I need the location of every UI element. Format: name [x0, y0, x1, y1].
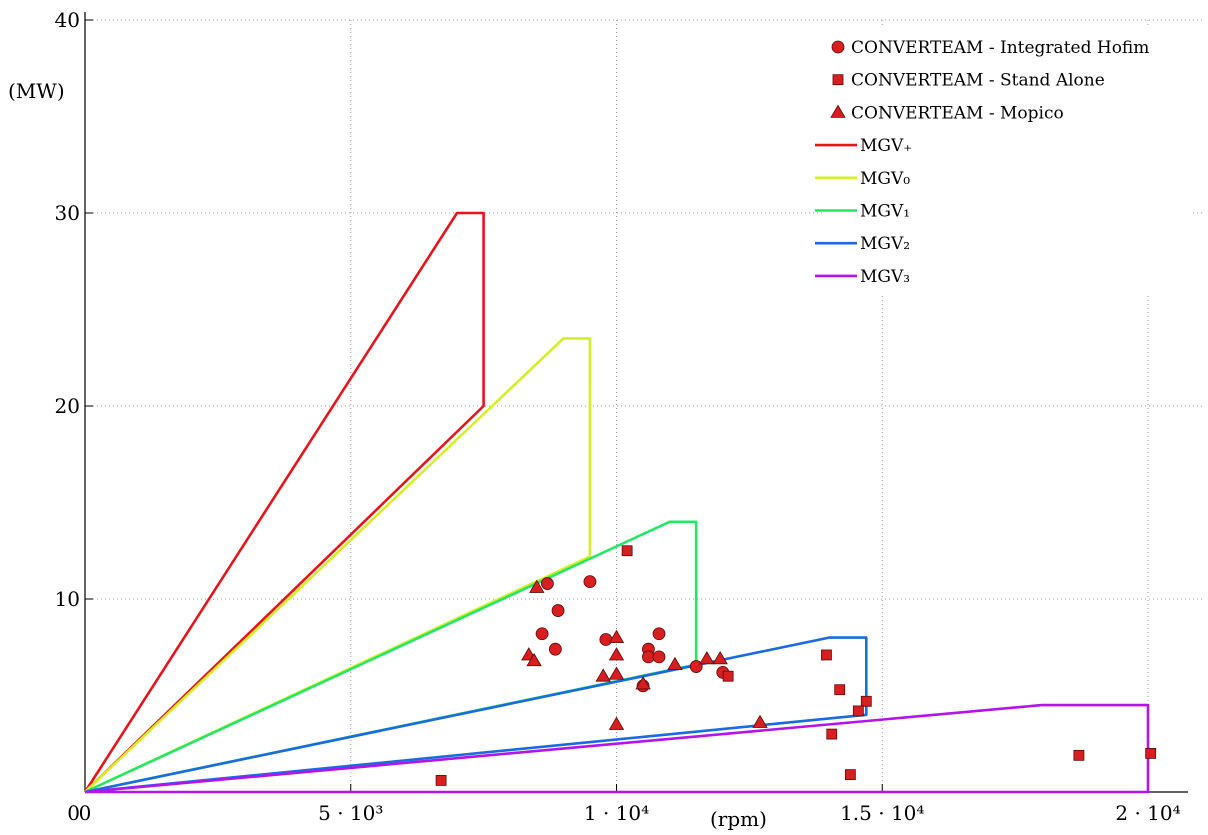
- square-marker: [621, 545, 633, 557]
- y-tick-label: 20: [55, 394, 80, 418]
- triangle-marker: [608, 666, 625, 680]
- triangle-marker: [608, 716, 625, 730]
- triangle-marker: [667, 656, 683, 671]
- series-line-2: [84, 520, 698, 794]
- legend: CONVERTEAM - Integrated Hofim CONVERTEAM …: [815, 38, 1149, 287]
- legend-item: MGV₊: [815, 136, 912, 156]
- series-points: [435, 545, 1157, 786]
- triangle-marker: [635, 676, 651, 690]
- square-marker: [435, 775, 447, 786]
- x-tick-label: 1 · 10⁴: [584, 801, 649, 825]
- x-tick-label: 2 · 10⁴: [1115, 801, 1180, 825]
- y-axis-label: (MW): [8, 79, 65, 103]
- square-marker: [722, 670, 734, 682]
- triangle-marker: [608, 629, 625, 643]
- x-axis-label: (rpm): [710, 807, 767, 831]
- origin-tick-label: 0: [67, 801, 80, 825]
- series-line-1: [84, 337, 592, 794]
- circle-marker: [652, 650, 666, 664]
- circle-marker: [689, 660, 703, 673]
- legend-triangle-icon: [830, 104, 846, 118]
- series-lines: [83, 211, 1150, 794]
- legend-item: MGV₁: [815, 202, 910, 222]
- y-tick-label: 10: [55, 587, 80, 611]
- circle-marker: [551, 604, 565, 617]
- legend-label: MGV₁: [860, 202, 910, 222]
- triangle-marker: [529, 579, 545, 593]
- legend-label: CONVERTEAM - Integrated Hofim: [851, 38, 1149, 58]
- legend-label: CONVERTEAM - Mopico: [851, 103, 1064, 123]
- circle-marker: [541, 577, 554, 590]
- triangle-marker: [595, 668, 611, 682]
- x-tick-label: 5 · 10³: [318, 801, 383, 825]
- triangle-marker: [752, 714, 768, 728]
- legend-item: MGV₂: [815, 234, 910, 254]
- legend-item: CONVERTEAM - Stand Alone: [832, 71, 1105, 91]
- triangle-marker: [608, 647, 625, 661]
- legend-square-icon: [832, 74, 844, 86]
- x-tick-label: 0: [79, 801, 92, 825]
- square-marker: [1145, 748, 1157, 759]
- circle-marker: [652, 627, 666, 641]
- legend-item: CONVERTEAM - Integrated Hofim: [831, 38, 1149, 58]
- legend-label: MGV₊: [860, 136, 912, 156]
- triangle-marker: [699, 651, 715, 665]
- triangle-marker: [712, 651, 728, 665]
- triangle-marker: [526, 652, 542, 667]
- circle-marker: [535, 627, 549, 641]
- square-marker: [821, 649, 832, 661]
- legend-label: MGV₀: [860, 169, 910, 189]
- square-marker: [1073, 749, 1085, 761]
- legend-item: CONVERTEAM - Mopico: [830, 103, 1064, 123]
- circle-marker: [548, 642, 562, 656]
- square-marker: [860, 695, 872, 707]
- legend-label: MGV₃: [860, 267, 910, 287]
- series-line-3: [84, 636, 868, 794]
- legend-background: [822, 26, 1192, 294]
- series-line-4: [84, 703, 1150, 794]
- tick-labels: 0 5 · 10³ 1 · 10⁴ 1.5 · 10⁴ 2 · 10⁴ 10 20 30 40 0: [55, 8, 1181, 825]
- y-tick-label: 40: [55, 8, 80, 32]
- square-marker: [826, 728, 838, 740]
- y-tick-label: 30: [55, 201, 80, 225]
- circle-marker: [599, 633, 613, 646]
- circle-marker: [583, 575, 597, 589]
- legend-item: MGV₀: [815, 169, 910, 189]
- legend-circle-icon: [831, 40, 845, 54]
- legend-label: CONVERTEAM - Stand Alone: [851, 71, 1105, 91]
- series-line-0: [83, 211, 485, 793]
- square-marker: [834, 684, 846, 696]
- legend-label: MGV₂: [860, 234, 910, 254]
- legend-item: MGV₃: [815, 267, 910, 287]
- x-tick-label: 1.5 · 10⁴: [840, 801, 924, 825]
- square-marker: [844, 769, 856, 781]
- square-marker: [852, 705, 864, 717]
- circle-marker: [641, 650, 655, 664]
